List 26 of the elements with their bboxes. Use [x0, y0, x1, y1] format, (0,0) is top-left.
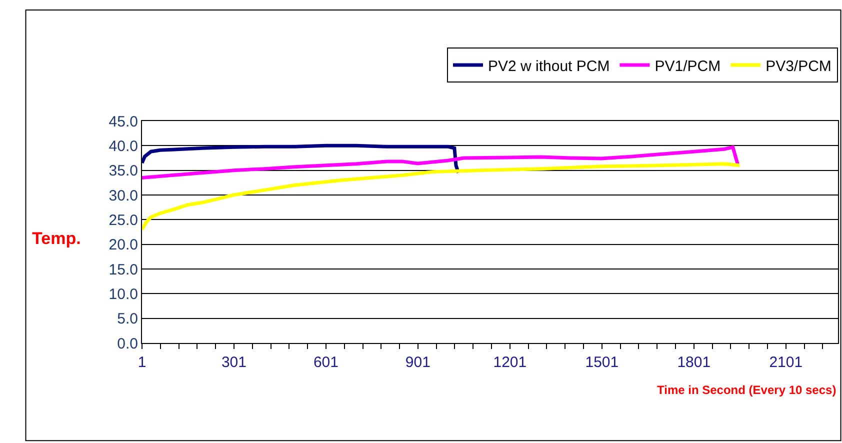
x-tick-label: 2101: [769, 354, 803, 371]
y-tick-label: 30.0: [108, 187, 138, 204]
y-tick-label: 45.0: [108, 113, 138, 130]
x-tick-label: 301: [221, 354, 246, 371]
x-tick-label: 1801: [677, 354, 711, 371]
line-series: [142, 145, 740, 180]
legend-label: PV2 w ithout PCM: [488, 58, 610, 75]
x-tick-label: 601: [313, 354, 338, 371]
x-tick-label: 1: [138, 354, 146, 371]
y-tick-label: 15.0: [108, 261, 138, 278]
legend-label: PV3/PCM: [766, 58, 832, 75]
y-tick-label: 35.0: [108, 162, 138, 180]
legend-label: PV1/PCM: [654, 58, 721, 75]
y-tick-label: 10.0: [108, 286, 138, 303]
y-tick-label: 40.0: [108, 138, 138, 155]
y-tick-label: 25.0: [108, 212, 138, 229]
x-tick-label: 1501: [585, 354, 619, 371]
y-tick-label: 5.0: [117, 310, 138, 328]
y-tick-label: 20.0: [108, 236, 138, 254]
x-tick-label: 1201: [493, 354, 527, 371]
x-tick-label: 901: [405, 354, 430, 371]
line-series: [142, 162, 742, 232]
line-series: [142, 144, 460, 175]
x-axis-title: Time in Second (Every 10 secs): [657, 383, 836, 397]
y-axis-title: Temp.: [32, 229, 81, 248]
y-tick-label: 0.0: [117, 335, 138, 352]
